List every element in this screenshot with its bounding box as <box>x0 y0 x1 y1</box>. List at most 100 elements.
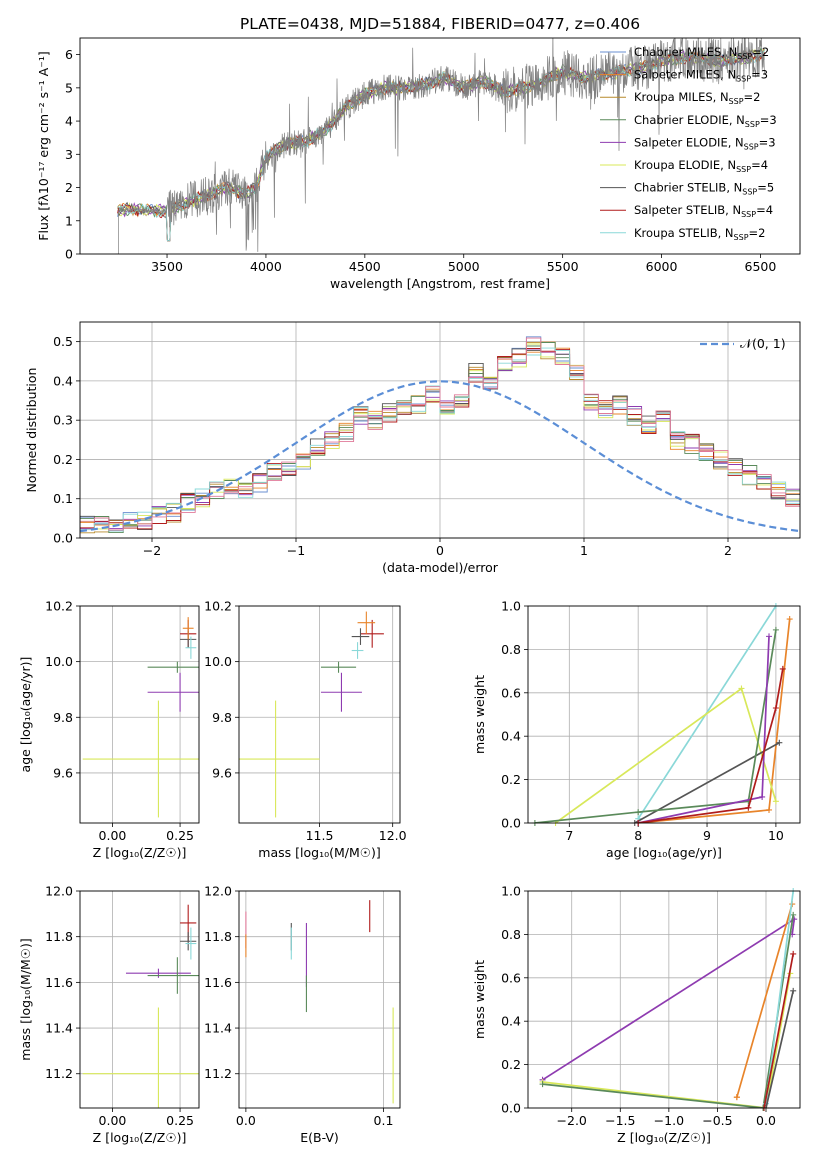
y-tick-label: 11.6 <box>204 975 232 990</box>
mass-weight-marker <box>776 739 783 746</box>
y-tick-label: 0.8 <box>501 927 521 942</box>
y-tick-label: 10.2 <box>204 599 232 614</box>
legend-entry: Salpeter STELIB, NSSP=4 <box>634 203 773 219</box>
mass-weight-marker <box>759 793 766 800</box>
y-tick-label: 6 <box>65 47 73 62</box>
y-tick-label: 12.0 <box>204 884 232 899</box>
y-tick-label: 1.0 <box>501 599 521 614</box>
mass-weight-marker <box>635 809 642 816</box>
x-tick-label: −1.0 <box>654 1113 684 1128</box>
y-tick-label: 0.5 <box>53 334 73 349</box>
y-axis-label: Flux [fλ10⁻¹⁷ erg cm⁻² s⁻¹ A⁻¹] <box>36 51 51 240</box>
y-tick-label: 0.4 <box>53 373 73 388</box>
mass-weight-line <box>638 668 784 823</box>
axes-frame <box>527 890 801 1109</box>
x-tick-label: 12.0 <box>379 828 407 843</box>
x-tick-label: 4000 <box>250 259 282 274</box>
scatter-panel: 0.00 0.25 11.2 11.4 11.6 11.8 12.0 Z [log₁₀(Z/Z… <box>18 884 200 1145</box>
x-tick-label: 9 <box>703 828 711 843</box>
x-tick-label: −1.5 <box>605 1113 635 1128</box>
mass-weight-marker <box>790 911 797 918</box>
y-tick-label: 9.8 <box>53 710 73 725</box>
y-tick-label: 4 <box>65 114 73 129</box>
y-tick-label: 11.2 <box>204 1066 232 1081</box>
y-tick-label: 0.2 <box>53 452 73 467</box>
legend-entry: Chabrier MILES, NSSP=2 <box>634 45 769 61</box>
axes-frame <box>79 37 801 255</box>
y-tick-label: 2 <box>65 180 73 195</box>
y-tick-label: 0.3 <box>53 413 73 428</box>
x-axis-label: Z [log₁₀(Z/Z☉)] <box>617 1130 711 1145</box>
axes-frame <box>527 605 801 824</box>
mass-weight-line <box>736 903 794 1098</box>
legend-entry: Kroupa ELODIE, NSSP=4 <box>634 158 768 174</box>
axes-frame <box>238 890 401 1109</box>
mass-weight-marker <box>790 987 797 994</box>
y-tick-label: 0.0 <box>501 1101 521 1116</box>
mass-weight-marker <box>766 806 773 813</box>
x-axis-label: wavelength [Angstrom, rest frame] <box>330 276 550 291</box>
legend-entry: Salpeter MILES, NSSP=3 <box>634 68 768 84</box>
y-tick-label: 11.4 <box>45 1021 73 1036</box>
histogram-series <box>80 337 800 538</box>
mass-weight-marker <box>772 704 779 711</box>
x-tick-label: 0.1 <box>374 1113 394 1128</box>
x-tick-label: 6000 <box>646 259 678 274</box>
y-tick-label: 0.4 <box>501 1014 521 1029</box>
x-tick-label: −2 <box>143 543 161 558</box>
axes-frame <box>79 321 801 539</box>
mass-weight-marker <box>766 633 773 640</box>
spectrum-panel: 3500 4000 4500 5000 5500 6000 6500 0 1 2 3 4 5 6 wavel… <box>36 37 801 291</box>
y-tick-label: 9.8 <box>212 710 232 725</box>
mass-weight-line <box>542 914 795 1108</box>
x-axis-label: age [log₁₀(age/yr)] <box>606 845 722 860</box>
mass-weight-line <box>555 687 777 823</box>
axes-frame <box>79 890 200 1109</box>
y-tick-label: 0 <box>65 247 73 262</box>
y-axis-label: Normed distribution <box>24 368 39 493</box>
x-tick-label: −1 <box>287 543 305 558</box>
x-tick-label: 10 <box>768 828 784 843</box>
mass-weight-line <box>542 973 792 1108</box>
x-tick-label: 0.00 <box>99 1113 127 1128</box>
mass-weight-line <box>637 606 777 820</box>
mass-weight-line <box>542 917 796 1081</box>
y-tick-label: 0.8 <box>501 642 521 657</box>
mass-weight-marker <box>733 1094 740 1101</box>
y-tick-label: 11.6 <box>45 975 73 990</box>
mass-weight-line <box>763 953 795 1108</box>
x-tick-label: −2.0 <box>557 1113 587 1128</box>
x-axis-label: (data-model)/error <box>382 560 499 575</box>
mass-weight-line <box>765 891 795 1104</box>
x-tick-label: 0.0 <box>236 1113 256 1128</box>
mass-weight-marker <box>786 616 793 623</box>
x-tick-label: 5500 <box>547 259 579 274</box>
y-tick-label: 0.6 <box>501 970 521 985</box>
x-tick-label: 1 <box>580 543 588 558</box>
x-axis-label: mass [log₁₀(M/M☉)] <box>258 845 380 860</box>
y-tick-label: 11.4 <box>204 1021 232 1036</box>
y-tick-label: 1 <box>65 213 73 228</box>
x-tick-label: 0.0 <box>756 1113 776 1128</box>
y-tick-label: 0.2 <box>501 772 521 787</box>
histogram-series <box>80 347 800 538</box>
y-tick-label: 10.0 <box>45 654 73 669</box>
y-tick-label: 0.6 <box>501 685 521 700</box>
axes-frame <box>238 605 401 824</box>
legend-entry: 𝒩(0, 1) <box>740 336 786 351</box>
x-tick-label: 3500 <box>151 259 183 274</box>
x-tick-label: 11.5 <box>306 828 334 843</box>
x-tick-label: 2 <box>724 543 732 558</box>
y-tick-label: 10.2 <box>45 599 73 614</box>
y-tick-label: 0.1 <box>53 491 73 506</box>
x-axis-label: Z [log₁₀(Z/Z☉)] <box>93 845 187 860</box>
y-axis-label: age [log₁₀(age/yr)] <box>18 657 33 773</box>
mass-weight-panel: −2.0 −1.5 −1.0 −0.5 0.0 0.0 0.2 0.4 0.6 0.8 1.0 Z [… <box>472 884 801 1145</box>
x-tick-label: 8 <box>634 828 642 843</box>
y-axis-label: mass weight <box>472 960 487 1039</box>
y-tick-label: 11.8 <box>204 929 232 944</box>
gaussian-curve <box>79 380 801 533</box>
mass-weight-line <box>765 990 795 1108</box>
y-tick-label: 11.8 <box>45 929 73 944</box>
y-tick-label: 9.6 <box>212 765 232 780</box>
